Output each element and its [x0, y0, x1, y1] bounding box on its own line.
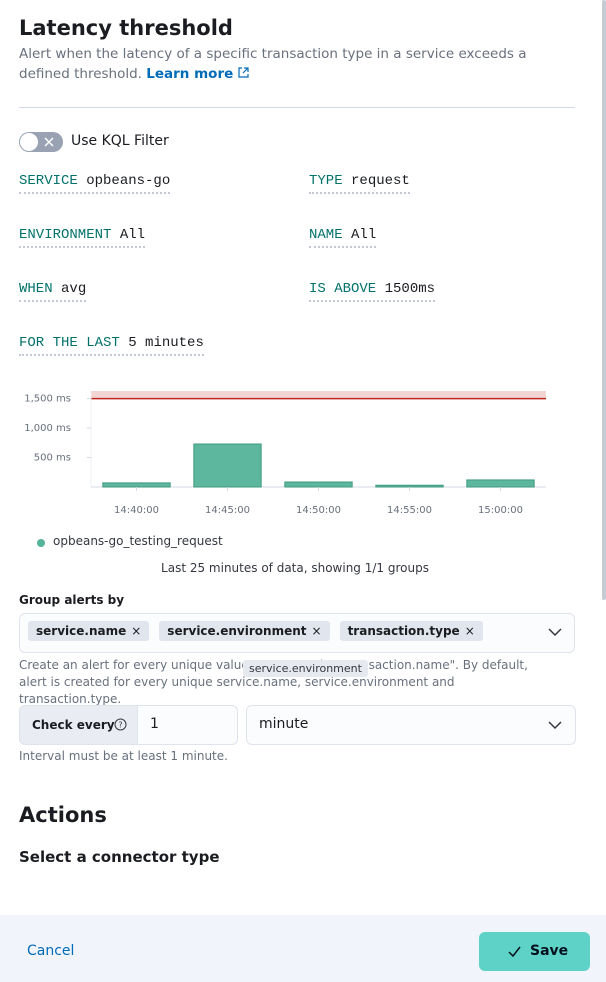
- expression-value: 5 minutes: [128, 335, 204, 351]
- x-tick-label: 14:45:00: [205, 505, 250, 516]
- unit-value: minute: [259, 716, 309, 732]
- bar: [284, 481, 353, 488]
- x-tick-label: 14:40:00: [114, 505, 159, 516]
- expression-key: SERVICE: [19, 173, 78, 189]
- tooltip: service.environment: [243, 660, 368, 677]
- expression-key: NAME: [309, 227, 343, 243]
- chart: 500 ms 1,000 ms 1,500 ms 14:40:00 14:45:00 14…: [24, 391, 546, 516]
- svg-text:?: ?: [118, 721, 122, 730]
- expression-value: 1500ms: [384, 281, 436, 297]
- chip-label: transaction.type: [347, 624, 460, 638]
- expression-value: opbeans-go: [86, 173, 171, 189]
- legend-swatch: [37, 539, 45, 547]
- y-tick-label: 500 ms: [34, 453, 71, 464]
- interval-help: Interval must be at least 1 minute.: [19, 749, 228, 763]
- check-icon: [508, 946, 521, 957]
- group-by-label: Group alerts by: [19, 593, 125, 607]
- bar: [466, 479, 535, 488]
- expression-key: WHEN: [19, 281, 53, 297]
- expression-value: All: [351, 227, 377, 243]
- check-every-prepend: [19, 705, 139, 745]
- toggle-x: [44, 137, 54, 147]
- expression[interactable]: IS ABOVE 1500ms: [309, 281, 436, 302]
- x-tick-label: 14:55:00: [387, 505, 432, 516]
- divider: [19, 107, 575, 108]
- expression[interactable]: FOR THE LAST 5 minutes: [19, 335, 204, 356]
- expression-key: ENVIRONMENT: [19, 227, 112, 243]
- unit-select[interactable]: [246, 705, 576, 745]
- interval-input[interactable]: [137, 705, 238, 745]
- chip: service.environment ×: [159, 621, 330, 641]
- legend-label: opbeans-go_testing_request: [53, 534, 223, 548]
- y-tick-label: 1,000 ms: [24, 423, 71, 434]
- chip-list: service.name × service.environment × transac…: [28, 621, 483, 641]
- expression[interactable]: ENVIRONMENT All: [19, 227, 146, 248]
- description-text: Alert when the latency of a specific tra…: [19, 46, 527, 82]
- chip-label: service.name: [36, 624, 127, 638]
- expression-value: All: [119, 227, 146, 243]
- rule-description: Alert when the latency of a specific tra…: [19, 44, 579, 84]
- bar: [193, 443, 262, 488]
- scrollbar: [602, 0, 606, 600]
- actions-title: Actions: [19, 803, 107, 827]
- expression[interactable]: NAME All: [309, 227, 377, 248]
- x-tick-label: 14:50:00: [296, 505, 341, 516]
- bar: [102, 482, 171, 488]
- expression[interactable]: SERVICE opbeans-go: [19, 173, 171, 194]
- expression[interactable]: WHEN avg: [19, 281, 87, 302]
- rule-title: Latency threshold: [19, 16, 233, 40]
- chip-label: service.environment: [167, 624, 307, 638]
- save-label: Save: [530, 943, 569, 959]
- chip: transaction.type ×: [339, 621, 483, 641]
- x-tick-label: 15:00:00: [478, 505, 523, 516]
- chevron: [548, 721, 562, 730]
- learn-more-text: Learn more: [146, 66, 234, 82]
- threshold-area: [91, 391, 546, 399]
- chip: service.name ×: [28, 621, 150, 641]
- cancel-button[interactable]: Cancel: [27, 943, 75, 959]
- check-every-label: Check every: [32, 718, 115, 732]
- chart-caption: Last 25 minutes of data, showing 1/1 gro…: [161, 561, 429, 575]
- expression-value: avg: [61, 281, 87, 297]
- chip-remove[interactable]: ×: [464, 624, 475, 638]
- expression[interactable]: TYPE request: [309, 173, 410, 194]
- actions-subtitle: Select a connector type: [19, 848, 220, 866]
- kql-label: Use KQL Filter: [71, 133, 169, 149]
- bar: [375, 484, 444, 488]
- expression-value: request: [351, 173, 410, 189]
- expression-key: TYPE: [309, 173, 343, 189]
- help-icon: ?: [114, 718, 127, 731]
- chip-remove[interactable]: ×: [311, 624, 322, 638]
- chip-remove[interactable]: ×: [131, 624, 142, 638]
- y-tick-label: 1,500 ms: [24, 394, 71, 405]
- expression-key: IS ABOVE: [309, 281, 377, 297]
- chevron: [548, 628, 562, 637]
- learn-more-link[interactable]: Learn more: [146, 66, 249, 82]
- external-icon: [238, 67, 249, 78]
- save-button[interactable]: [479, 932, 590, 971]
- interval-value: 1: [150, 716, 159, 732]
- toggle-knob: [20, 133, 38, 151]
- expression-key: FOR THE LAST: [19, 335, 120, 351]
